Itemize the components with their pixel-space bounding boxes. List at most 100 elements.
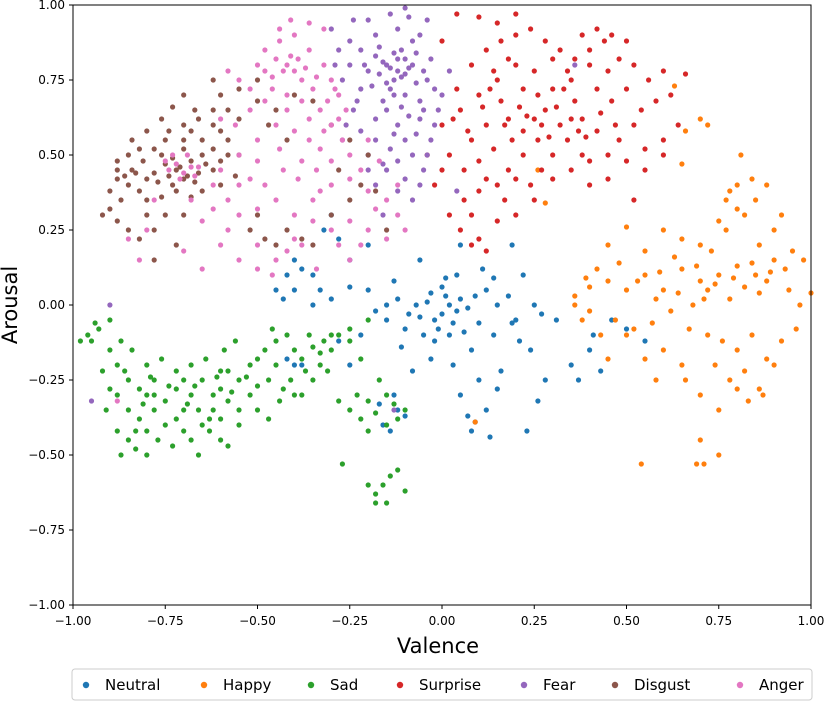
data-point-neutral <box>531 302 537 308</box>
data-point-surprise <box>513 62 519 68</box>
data-point-sad <box>384 500 390 506</box>
data-point-happy <box>642 248 648 254</box>
data-point-disgust <box>273 107 279 113</box>
data-point-disgust <box>177 164 183 170</box>
data-point-sad <box>159 356 165 362</box>
data-point-anger <box>199 266 205 272</box>
data-point-anger <box>328 182 334 188</box>
data-point-sad <box>277 398 283 404</box>
data-point-happy <box>712 281 718 287</box>
data-point-disgust <box>203 161 209 167</box>
legend-item-anger: Anger <box>736 676 805 694</box>
data-point-anger <box>188 164 194 170</box>
data-point-neutral <box>299 362 305 368</box>
data-point-surprise <box>494 218 500 224</box>
data-point-disgust <box>170 182 176 188</box>
data-point-fear <box>402 176 408 182</box>
data-point-anger <box>310 218 316 224</box>
data-point-sad <box>310 344 316 350</box>
data-point-happy <box>760 392 766 398</box>
data-point-disgust <box>181 122 187 128</box>
data-point-surprise <box>642 146 648 152</box>
data-point-happy <box>705 332 711 338</box>
data-point-happy <box>756 386 762 392</box>
data-point-anger <box>254 158 261 164</box>
data-point-happy <box>587 308 593 314</box>
data-point-surprise <box>491 68 497 74</box>
y-tick-label: 1.00 <box>38 0 65 12</box>
data-point-surprise <box>476 92 482 98</box>
data-point-neutral <box>284 356 290 362</box>
data-point-anger <box>284 62 290 68</box>
data-point-neutral <box>568 362 574 368</box>
data-point-anger <box>218 242 224 248</box>
data-point-surprise <box>638 107 644 113</box>
data-point-fear <box>413 80 419 86</box>
data-point-surprise <box>546 134 552 140</box>
data-point-sad <box>99 368 106 374</box>
data-point-neutral <box>524 428 530 434</box>
data-point-anger <box>273 122 279 128</box>
data-point-disgust <box>159 152 165 158</box>
data-point-anger <box>125 236 131 242</box>
data-point-happy <box>793 326 799 332</box>
data-point-surprise <box>660 152 667 158</box>
data-point-neutral <box>358 332 364 338</box>
data-point-happy <box>719 338 726 344</box>
legend-item-happy: Happy <box>200 676 272 694</box>
data-point-fear <box>398 47 404 53</box>
data-point-surprise <box>660 68 667 74</box>
data-point-happy <box>716 452 722 458</box>
data-point-happy <box>649 320 655 326</box>
data-point-disgust <box>210 146 216 152</box>
data-point-happy <box>764 182 770 188</box>
data-point-fear <box>391 131 397 137</box>
data-point-neutral <box>443 293 449 299</box>
data-point-neutral <box>336 338 342 344</box>
data-point-surprise <box>553 104 560 110</box>
data-point-sad <box>151 392 157 398</box>
data-point-sad <box>395 416 401 422</box>
data-point-disgust <box>210 122 216 128</box>
x-tick-label: 0.50 <box>613 614 640 628</box>
data-point-surprise <box>561 86 567 92</box>
data-point-anger <box>291 68 297 74</box>
data-point-happy <box>675 290 681 296</box>
data-point-disgust <box>199 188 205 194</box>
data-point-anger <box>218 116 224 122</box>
data-point-fear <box>421 167 427 173</box>
data-point-sad <box>387 473 393 479</box>
data-point-sad <box>365 398 371 404</box>
data-point-anger <box>288 17 294 23</box>
data-point-neutral <box>291 362 297 368</box>
data-point-anger <box>166 167 172 173</box>
data-point-fear <box>365 68 371 74</box>
data-point-fear <box>402 137 408 143</box>
x-tick-label: 1.00 <box>798 614 825 628</box>
data-point-surprise <box>535 137 541 143</box>
data-point-anger <box>262 182 268 188</box>
data-point-sad <box>151 377 157 383</box>
data-point-neutral <box>494 386 500 392</box>
data-point-surprise <box>461 167 467 173</box>
data-point-disgust <box>373 188 379 194</box>
data-point-neutral <box>483 407 489 413</box>
data-point-disgust <box>384 227 390 233</box>
data-point-surprise <box>587 62 593 68</box>
data-point-fear <box>376 44 382 50</box>
data-point-anger <box>310 86 316 92</box>
data-point-surprise <box>468 62 475 68</box>
data-point-fear <box>373 32 379 38</box>
data-point-neutral <box>413 302 419 308</box>
series-happy <box>472 83 814 467</box>
data-point-disgust <box>159 194 165 200</box>
data-point-happy <box>701 461 707 467</box>
x-axis-title: Valence <box>397 634 479 658</box>
data-point-neutral <box>280 296 286 302</box>
data-point-sad <box>384 422 390 428</box>
data-point-happy <box>671 254 678 260</box>
data-point-fear <box>428 137 434 143</box>
data-point-neutral <box>384 302 390 308</box>
data-point-surprise <box>623 158 630 164</box>
data-point-anger <box>358 167 364 173</box>
